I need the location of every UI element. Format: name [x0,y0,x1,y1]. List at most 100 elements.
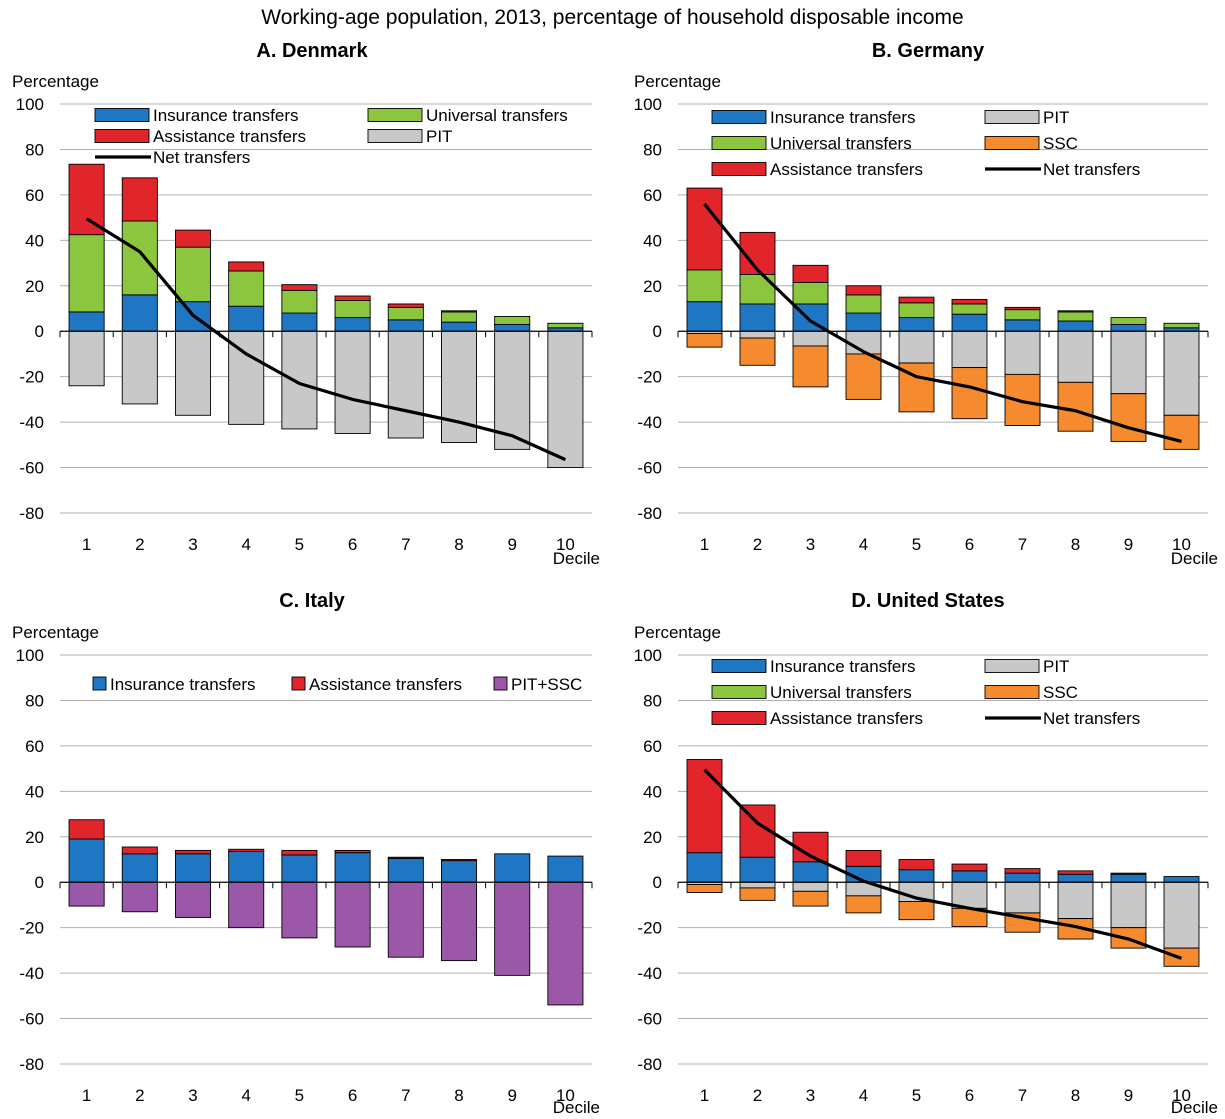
bar-pit [440,330,478,444]
y-tick-label: -80 [637,1055,662,1074]
y-tick-label: -40 [637,413,662,432]
x-tick-label: 2 [135,535,144,554]
bar-pit [174,330,212,416]
y-tick-label: 60 [25,737,44,756]
legend-label: SSC [1043,683,1078,702]
bar-assistance [440,310,478,313]
bar-pit [792,330,829,347]
y-tick-label: 40 [25,231,44,250]
bar-assistance [951,298,988,305]
bar-insurance [951,313,988,332]
bar-pit [1057,881,1094,920]
x-tick-label: 10 [1172,535,1191,554]
bar-insurance [228,305,265,332]
x-tick-label: 1 [700,1086,709,1105]
bar-universal [121,220,158,296]
bar-ssc [1004,373,1041,426]
bar-pitssc [334,881,371,948]
x-tick-label: 5 [912,535,921,554]
x-tick-label: 3 [806,1086,815,1105]
bar-ssc [792,890,829,907]
y-tick-label: 80 [25,140,44,159]
bar-pitssc [387,881,424,958]
bar-pit [951,330,988,369]
legend-label: Assistance transfers [770,160,923,179]
legend-label: Insurance transfers [770,657,916,676]
bar-pitssc [121,881,158,913]
x-tick-label: 8 [1071,1086,1080,1105]
bar-pit [739,330,776,339]
legend-label: Net transfers [1043,709,1140,728]
bar-insurance [739,856,776,883]
y-tick-label: 60 [643,186,662,205]
bar-insurance [1004,319,1041,332]
bar-assistance [1004,868,1041,874]
bar-universal [898,302,935,319]
bar-insurance [440,860,478,883]
legend-swatch-assistance [291,676,306,691]
panel-title: A. Denmark [256,40,368,62]
legend-label: Insurance transfers [110,675,256,694]
legend: Insurance transfers PIT Universal transfer… [711,657,1140,728]
bar-insurance [387,857,424,883]
legend-swatch-ssc [984,136,1040,150]
y-tick-label: 40 [643,782,662,801]
x-tick-label: 10 [1172,1086,1191,1105]
bar-insurance [845,312,882,332]
y-tick-label: 20 [643,828,662,847]
x-tick-label: 10 [556,535,575,554]
bar-pitssc [547,881,584,1006]
bar-assistance [281,849,318,856]
x-tick-label: 4 [241,535,250,554]
net-transfers-line [85,217,567,462]
legend-swatch-assistance [711,162,767,176]
x-tick-label: 8 [454,535,463,554]
bar-insurance [494,323,531,332]
panel-4: D. United States Percentage 100 80 60 40 20 0 -2… [634,590,1218,1117]
bar-insurance [951,870,988,883]
panel-1: A. Denmark Percentage 100 80 60 40 20 0 -20 -40 -6… [12,40,600,568]
legend-swatch-insurance [711,659,767,673]
bar-ssc [1110,393,1147,442]
legend-swatch-pit [367,129,423,143]
bar-pit [68,330,105,387]
y-tick-label: -80 [637,504,662,523]
bar-ssc [1163,414,1200,450]
x-tick-label: 6 [965,1086,974,1105]
x-tick-label: 1 [700,535,709,554]
bar-pitssc [68,881,105,907]
legend-swatch-pit [984,110,1040,124]
bar-universal [547,322,584,329]
bar-assistance [845,849,882,867]
y-tick-label: 0 [35,322,44,341]
bar-insurance [228,851,265,883]
x-tick-label: 4 [241,1086,250,1105]
legend-label: PIT [1043,108,1069,127]
y-tick-label: -20 [637,368,662,387]
y-tick-label: -20 [637,919,662,938]
bar-insurance [334,317,371,332]
x-tick-label: 2 [753,535,762,554]
bar-assistance [1110,872,1147,875]
bar-ssc [739,887,776,901]
x-axis-label: Decile [553,1098,600,1117]
legend-swatch-ssc [984,685,1040,699]
bar-assistance [281,284,318,291]
x-axis-label: Decile [553,549,600,568]
bar-assistance [228,848,265,852]
legend-label: PIT [1043,657,1069,676]
legend-label: PIT+SSC [511,675,582,694]
y-tick-label: -60 [637,1010,662,1029]
bar-insurance [387,319,424,332]
y-tick-label: 100 [16,95,44,114]
bar-universal [174,246,212,303]
y-axis-label: Percentage [634,623,721,642]
y-tick-label: 20 [25,277,44,296]
legend-swatch-assistance [711,711,767,725]
y-tick-label: 80 [643,140,662,159]
legend-label: Universal transfers [770,683,912,702]
bar-insurance [686,301,723,332]
net-transfers-line [703,202,1182,443]
legend-swatch-pitssc [493,676,508,691]
y-tick-label: 60 [25,186,44,205]
